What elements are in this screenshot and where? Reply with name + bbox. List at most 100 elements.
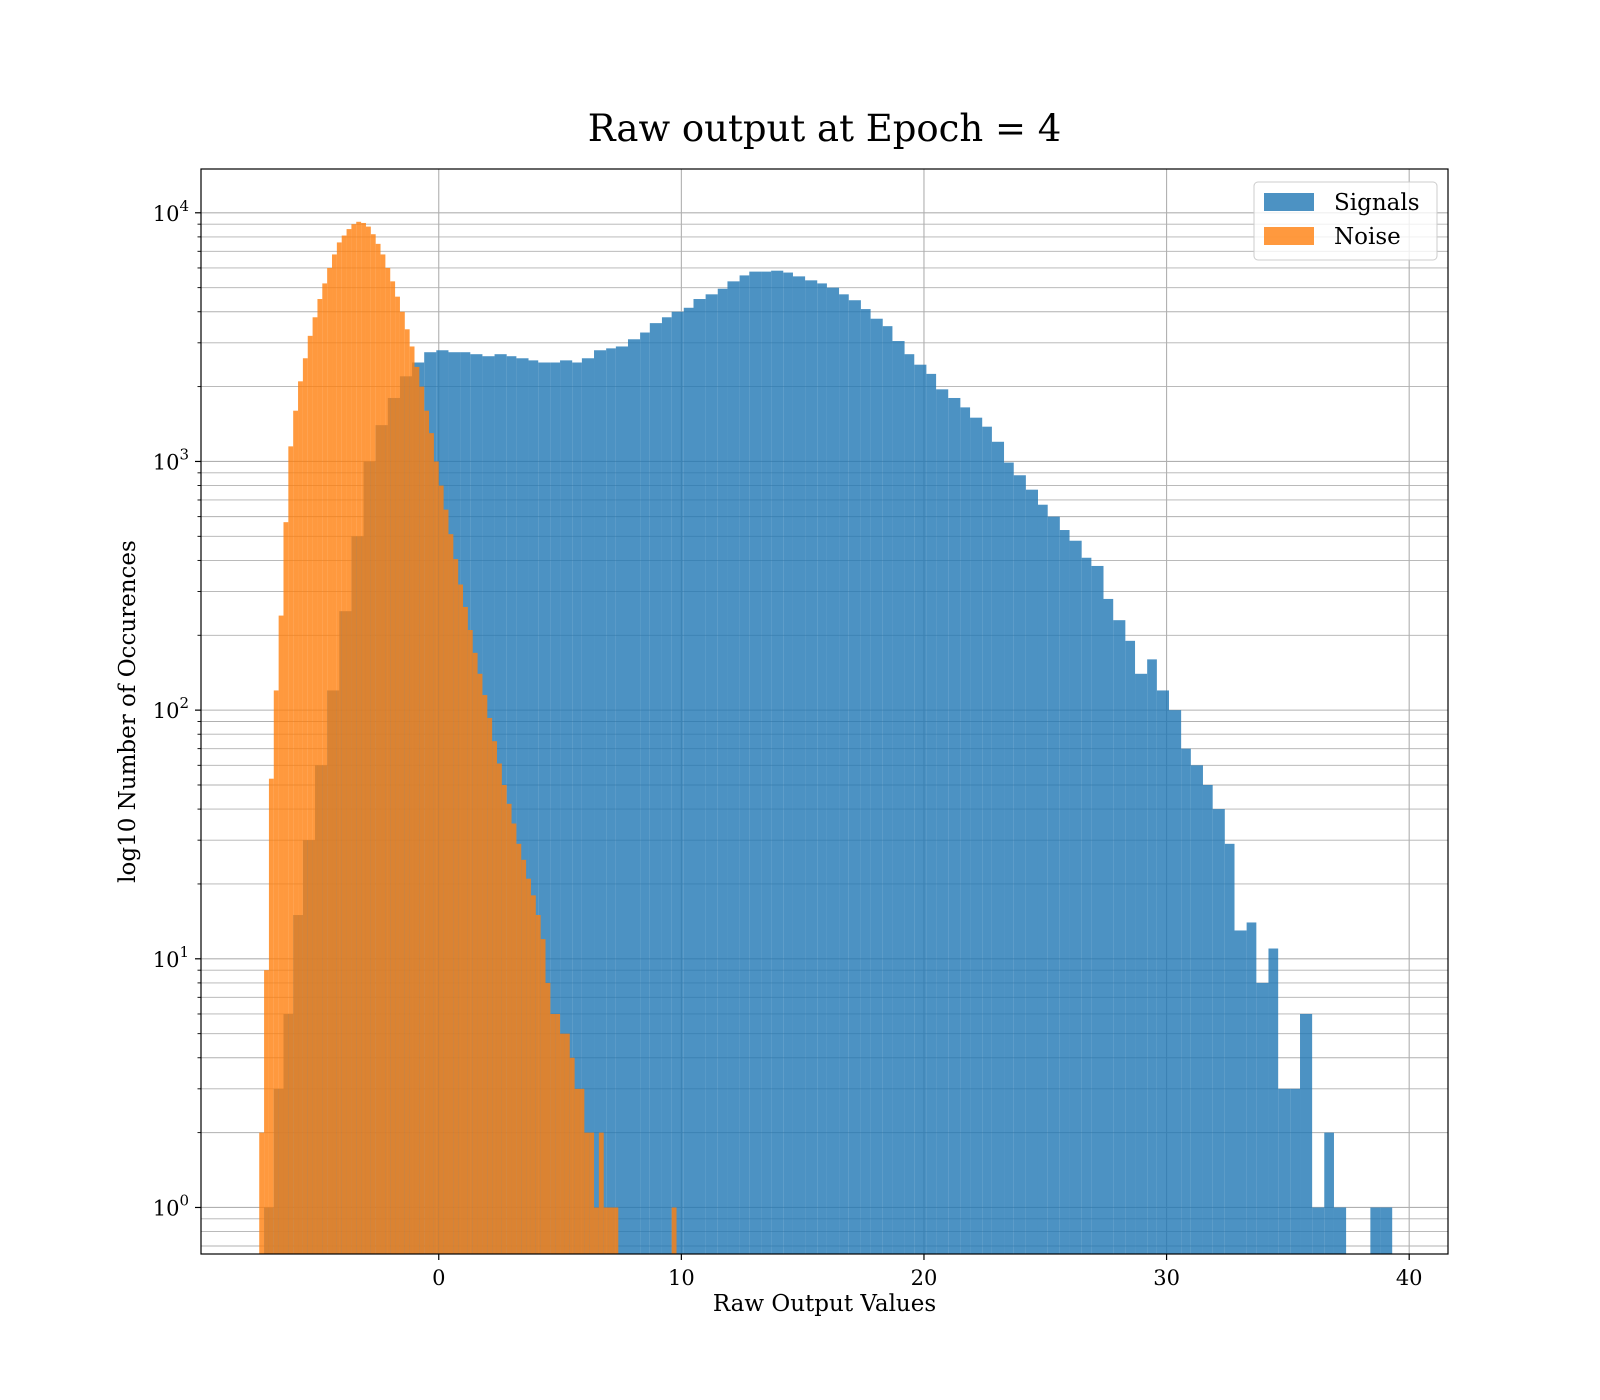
bar-noise [501, 784, 507, 1254]
bar-signals [970, 417, 983, 1254]
bar-signals [649, 323, 662, 1254]
bar-noise [579, 1088, 585, 1254]
bar-signals [560, 360, 573, 1254]
bar-noise [443, 509, 449, 1254]
bar-noise [535, 915, 541, 1254]
bar-signals [904, 354, 915, 1254]
bar-noise [370, 234, 376, 1254]
bar-signals [1202, 784, 1213, 1254]
bar-signals [705, 294, 718, 1254]
bar-signals [1091, 565, 1104, 1254]
bar-noise [453, 559, 459, 1254]
y-tick-label: 104 [153, 197, 189, 226]
bar-noise [608, 1207, 614, 1254]
bar-signals [1147, 659, 1157, 1254]
bar-noise [298, 381, 303, 1255]
bar-signals [1290, 1088, 1301, 1254]
y-axis-label: log10 Number of Occurences [115, 540, 141, 883]
bar-signals [882, 326, 893, 1254]
bar-signals [1224, 843, 1235, 1254]
bar-noise [569, 1057, 575, 1254]
bar-signals [1246, 922, 1257, 1254]
bar-signals [805, 280, 818, 1255]
bar-signals [771, 270, 784, 1254]
bar-noise [341, 235, 347, 1255]
bar-noise [467, 630, 473, 1254]
bar-noise [492, 741, 497, 1254]
bar-signals [948, 397, 961, 1254]
bar-signals [640, 332, 650, 1255]
bar-noise [574, 1088, 580, 1254]
bar-signals [1370, 1207, 1381, 1254]
bar-signals [1268, 948, 1279, 1254]
bar-noise [448, 534, 454, 1254]
bar-noise [521, 859, 527, 1254]
bar-signals [1081, 557, 1092, 1254]
bar-noise [346, 229, 352, 1254]
bar-signals [826, 287, 840, 1254]
bar-signals [982, 426, 992, 1255]
x-tick-label: 0 [432, 1266, 445, 1290]
bar-signals [693, 299, 706, 1254]
bar-noise [458, 584, 464, 1254]
bar-noise [375, 243, 381, 1254]
bar-noise [307, 335, 313, 1255]
bar-signals [1333, 1207, 1347, 1254]
bar-noise [414, 366, 420, 1254]
x-tick-label: 40 [1396, 1266, 1423, 1290]
bar-signals [572, 362, 582, 1254]
y-tick-label: 102 [153, 694, 189, 723]
bar-signals [1037, 504, 1048, 1254]
bar-signals [627, 339, 641, 1254]
x-tick-label: 20 [911, 1266, 938, 1290]
bar-noise [429, 433, 434, 1254]
bar-noise [365, 226, 371, 1254]
bar-noise [302, 358, 308, 1254]
bar-noise [613, 1207, 619, 1254]
bar-noise [273, 690, 279, 1254]
bar-signals [761, 271, 772, 1254]
bar-noise [409, 346, 415, 1255]
bar-signals [1069, 540, 1082, 1254]
bar-signals [991, 441, 1005, 1254]
bar-signals [671, 311, 684, 1254]
bar-noise [598, 1132, 604, 1254]
bar-noise [390, 281, 396, 1254]
legend: Signals Noise [1253, 181, 1438, 261]
bar-signals [960, 407, 971, 1254]
bar-noise [516, 843, 522, 1254]
bar-signals [581, 358, 595, 1254]
bar-noise [283, 522, 289, 1254]
bar-noise [327, 267, 333, 1254]
bar-signals [1135, 673, 1148, 1254]
bar-signals [606, 348, 616, 1254]
bar-noise [322, 283, 328, 1254]
bar-signals [594, 350, 607, 1254]
series-noise [259, 221, 677, 1255]
bar-signals [1212, 809, 1225, 1254]
bar-noise [404, 329, 410, 1255]
y-tick-label: 103 [153, 445, 189, 474]
bar-signals [528, 360, 539, 1254]
bar-noise [603, 1207, 609, 1254]
bar-signals [860, 309, 871, 1255]
legend-label-noise: Noise [1334, 224, 1401, 250]
bar-signals [1234, 930, 1247, 1254]
bar-noise [332, 254, 337, 1254]
plot-frame [200, 168, 1449, 1255]
bar-noise [351, 224, 357, 1254]
bar-signals [727, 281, 740, 1254]
bar-noise [530, 895, 536, 1254]
y-axis-ticks: 100 101 102 103 104 [153, 197, 201, 1220]
bar-signals [914, 364, 927, 1254]
bar-noise [555, 1013, 561, 1254]
chart-title: Raw output at Epoch = 4 [588, 107, 1062, 150]
bar-signals [661, 317, 672, 1254]
bars [259, 221, 1393, 1255]
bar-noise [477, 673, 483, 1254]
bar-signals [839, 294, 849, 1254]
bar-signals [717, 288, 728, 1255]
bar-signals [1025, 489, 1038, 1254]
bar-noise [278, 615, 284, 1254]
